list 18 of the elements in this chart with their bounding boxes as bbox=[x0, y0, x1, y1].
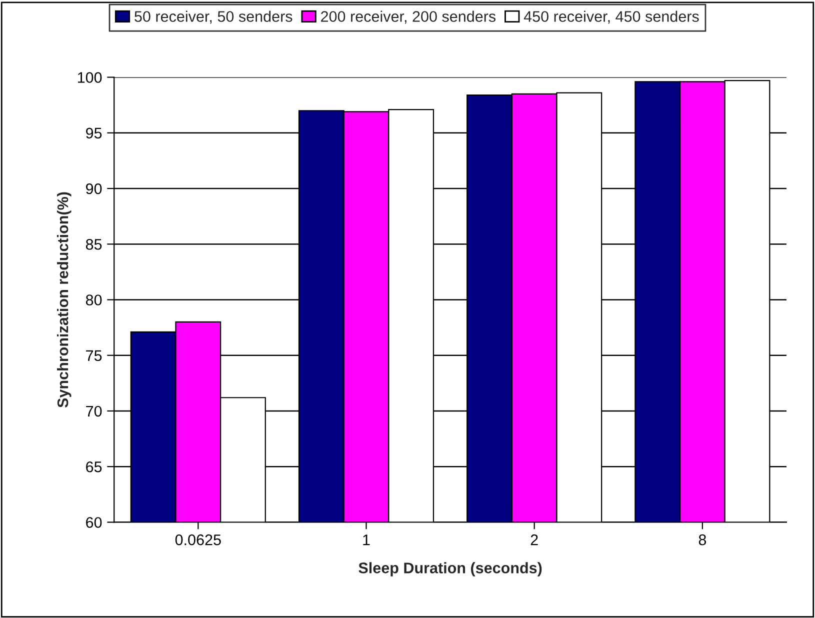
x-tick-label: 8 bbox=[698, 534, 706, 546]
y-tick-label: 65 bbox=[86, 461, 102, 472]
legend-label: 450 receiver, 450 senders bbox=[524, 10, 699, 24]
legend-label: 200 receiver, 200 senders bbox=[321, 10, 496, 24]
y-tick-label: 80 bbox=[86, 294, 102, 306]
y-tick-label: 95 bbox=[86, 128, 102, 139]
y-tick-label: 90 bbox=[86, 183, 102, 194]
y-tick-label: 70 bbox=[86, 406, 102, 417]
y-tick-label: 75 bbox=[86, 350, 102, 362]
y-tick-label: 100 bbox=[78, 72, 102, 83]
legend-label: 50 receiver, 50 senders bbox=[134, 10, 292, 24]
x-tick-label: 0.0625 bbox=[175, 534, 221, 546]
y-tick-label: 60 bbox=[86, 517, 102, 528]
x-tick-label: 1 bbox=[363, 534, 370, 546]
x-axis-title: Sleep Duration (seconds) bbox=[358, 562, 542, 576]
y-axis-title: Synchronization reduction(%) bbox=[57, 192, 72, 408]
x-tick-label: 2 bbox=[530, 534, 538, 546]
y-tick-label: 85 bbox=[86, 238, 102, 250]
